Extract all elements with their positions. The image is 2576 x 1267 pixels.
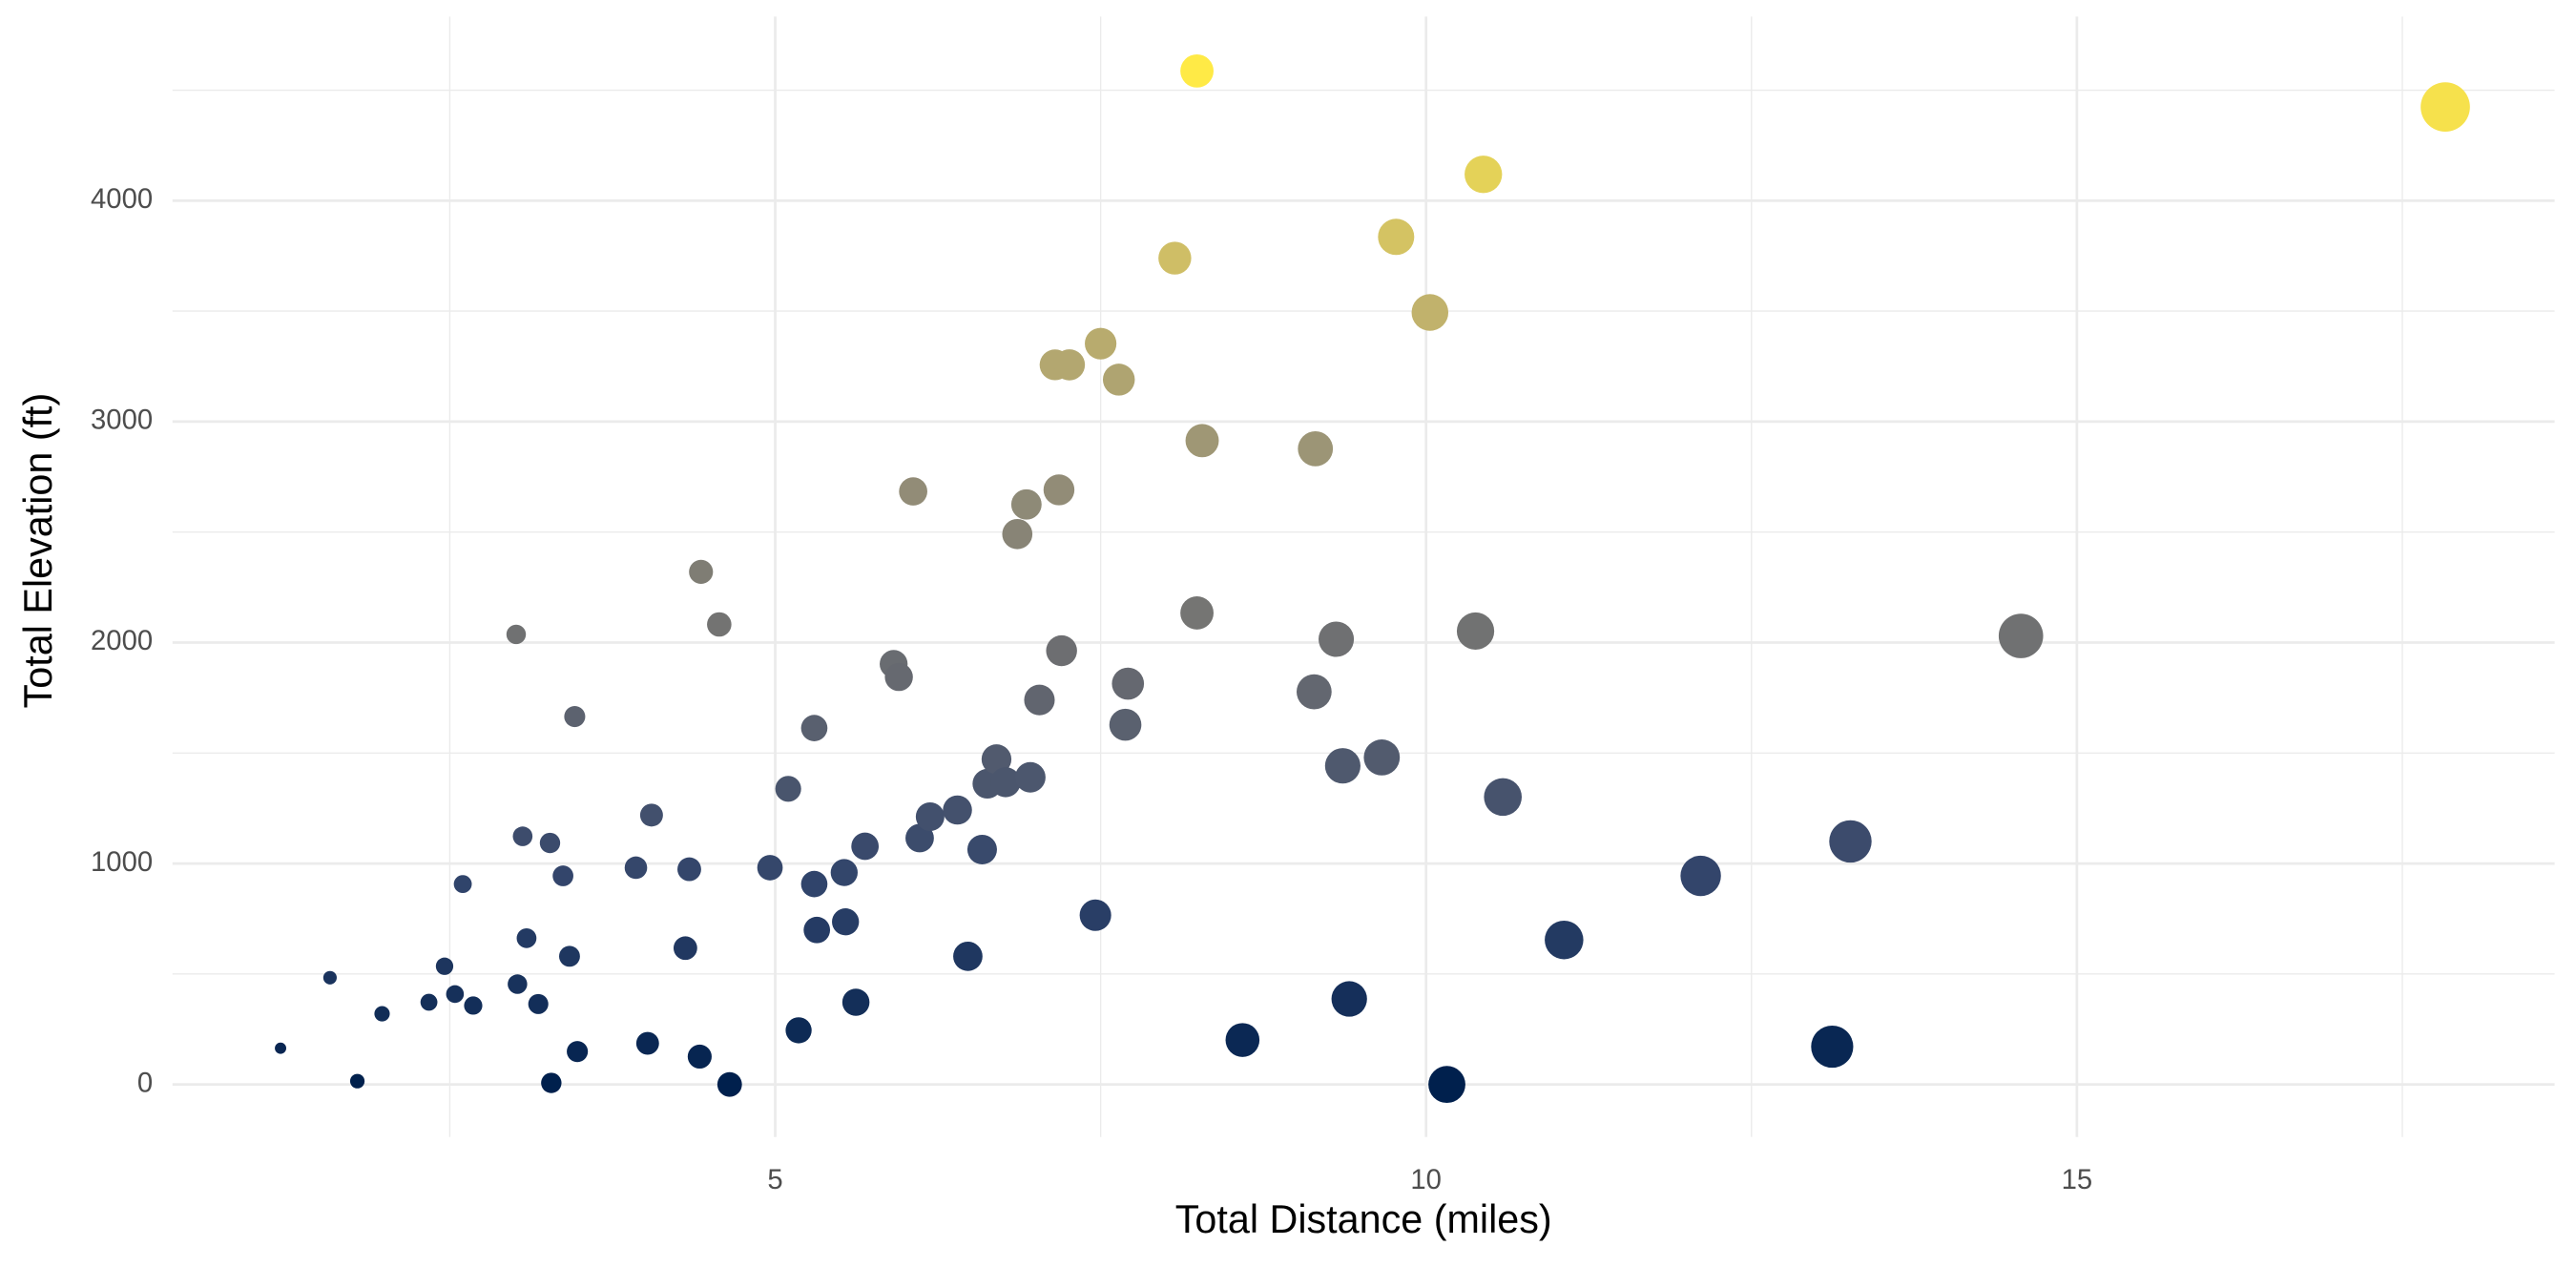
- point: [446, 985, 465, 1004]
- point: [966, 834, 997, 864]
- point: [673, 936, 697, 961]
- point: [1319, 621, 1355, 657]
- point: [1998, 613, 2044, 658]
- x-axis-title: Total Distance (miles): [1175, 1197, 1552, 1241]
- x-tick-label: 15: [2062, 1165, 2093, 1195]
- point: [757, 855, 783, 881]
- point: [830, 859, 858, 886]
- y-tick-label: 1000: [91, 847, 153, 878]
- point: [1225, 1023, 1260, 1057]
- x-tick-label: 5: [767, 1165, 782, 1195]
- point: [420, 993, 438, 1011]
- point: [915, 801, 945, 831]
- point: [832, 908, 860, 936]
- point: [639, 803, 663, 827]
- point: [1102, 363, 1135, 396]
- point: [1428, 1066, 1465, 1104]
- point: [2420, 82, 2470, 132]
- point: [464, 996, 483, 1015]
- point: [1046, 634, 1077, 667]
- point: [1465, 156, 1503, 194]
- point: [899, 477, 927, 506]
- point: [1180, 53, 1214, 88]
- point: [539, 832, 561, 854]
- point: [275, 1042, 287, 1054]
- point: [541, 1072, 562, 1093]
- point: [322, 970, 337, 985]
- point: [1185, 424, 1219, 458]
- point: [800, 870, 828, 898]
- point: [349, 1073, 365, 1089]
- point: [1829, 820, 1872, 863]
- point: [528, 993, 549, 1014]
- point: [953, 941, 983, 971]
- point: [1363, 739, 1401, 776]
- point: [506, 624, 527, 645]
- points: [275, 53, 2470, 1104]
- point: [558, 945, 580, 967]
- point: [1545, 920, 1584, 960]
- grid: [172, 16, 2555, 1137]
- point: [552, 865, 573, 886]
- point: [884, 662, 913, 692]
- point: [1111, 667, 1145, 700]
- point: [1298, 431, 1334, 467]
- point: [803, 916, 831, 944]
- point: [841, 988, 870, 1016]
- point: [1053, 349, 1086, 381]
- y-tick-label: 4000: [91, 184, 153, 215]
- point: [516, 927, 537, 948]
- point: [1324, 748, 1361, 784]
- point: [990, 767, 1021, 798]
- y-axis-title: Total Elevation (ft): [16, 393, 60, 709]
- point: [1484, 778, 1523, 817]
- point: [717, 1071, 742, 1097]
- point: [689, 559, 714, 584]
- point: [1680, 855, 1721, 897]
- point: [785, 1017, 812, 1044]
- point: [374, 1006, 390, 1022]
- point: [1158, 241, 1192, 275]
- point: [567, 1041, 589, 1063]
- point: [1010, 488, 1042, 520]
- point: [981, 744, 1012, 775]
- point: [1043, 474, 1075, 506]
- point: [677, 857, 701, 882]
- point: [624, 856, 648, 880]
- y-tick-label: 2000: [91, 626, 153, 656]
- point: [800, 715, 828, 741]
- point: [1331, 981, 1367, 1017]
- point: [1109, 708, 1142, 741]
- point: [1014, 761, 1046, 793]
- point: [707, 612, 732, 637]
- point: [435, 957, 454, 975]
- point: [564, 706, 586, 728]
- point: [1002, 518, 1033, 550]
- point: [1411, 294, 1449, 331]
- y-tick-label: 3000: [91, 405, 153, 436]
- x-tick-label: 10: [1410, 1165, 1442, 1195]
- y-tick-label: 0: [137, 1068, 153, 1098]
- point: [1456, 612, 1495, 651]
- point: [851, 832, 880, 861]
- point: [1024, 684, 1055, 716]
- point: [687, 1044, 712, 1070]
- point: [775, 776, 801, 802]
- point: [905, 823, 934, 853]
- point: [512, 826, 533, 846]
- point: [1297, 674, 1332, 710]
- point: [1180, 596, 1214, 630]
- point: [508, 974, 528, 994]
- point: [1378, 218, 1415, 256]
- point: [635, 1031, 659, 1055]
- point: [453, 875, 472, 894]
- point: [1079, 899, 1111, 931]
- point: [943, 795, 972, 825]
- point: [1811, 1025, 1854, 1069]
- point: [1085, 327, 1117, 360]
